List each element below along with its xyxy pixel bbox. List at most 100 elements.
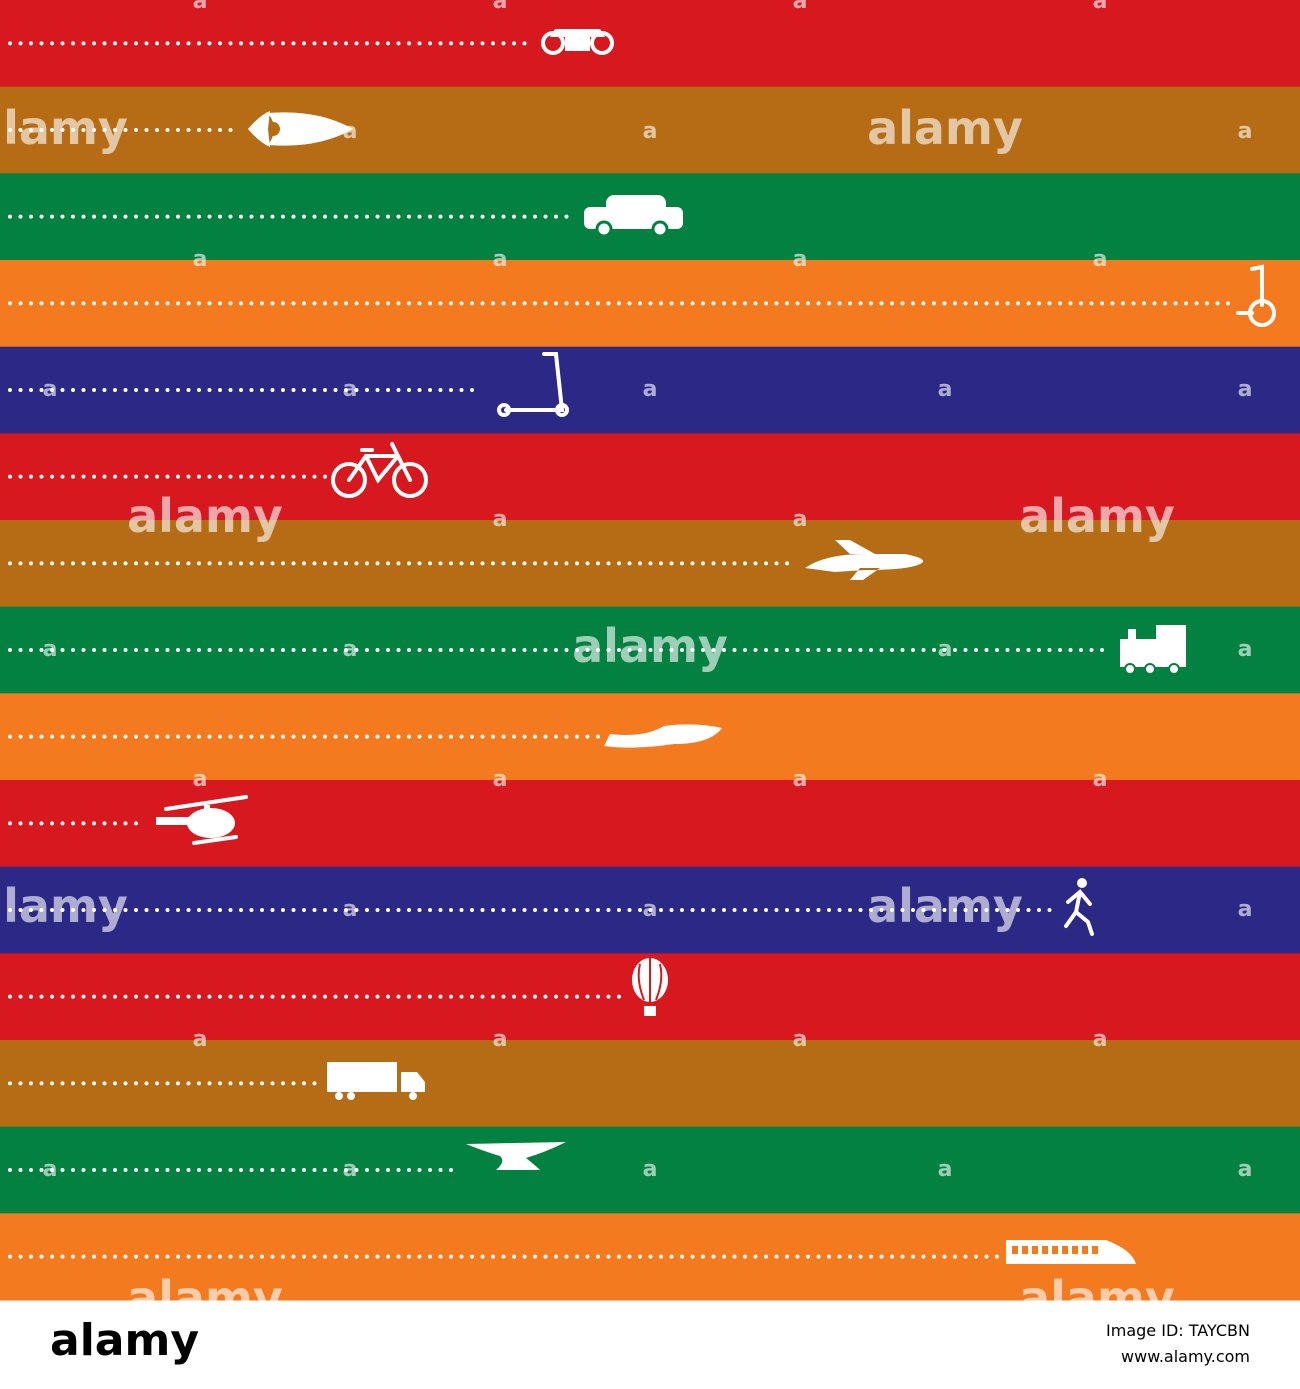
dot (249, 648, 254, 652)
dot (228, 734, 233, 739)
dot (837, 908, 842, 912)
dot (690, 648, 695, 652)
dot (816, 1254, 821, 1259)
dot (207, 1254, 212, 1259)
dot (564, 994, 569, 999)
dot (711, 301, 716, 306)
icon-part (1077, 878, 1087, 888)
icon-walker (1064, 878, 1094, 936)
dot (680, 1254, 684, 1259)
dot (71, 994, 75, 999)
dot (176, 388, 180, 392)
icon-part (1012, 1246, 1018, 1254)
dot (113, 388, 117, 392)
dot (39, 994, 44, 999)
dot (764, 561, 768, 566)
dot (81, 994, 86, 999)
dot (113, 908, 117, 912)
dot (270, 388, 275, 392)
dot (459, 1254, 464, 1259)
dot (491, 41, 495, 46)
dot (302, 734, 306, 739)
icon-part (187, 808, 235, 838)
dot (134, 41, 138, 46)
watermark-letter: a (343, 119, 358, 144)
dot (375, 1254, 380, 1259)
icon-part (331, 462, 367, 498)
dot (816, 648, 821, 652)
icon-part (637, 958, 663, 1002)
dot (396, 1254, 401, 1259)
icon-boat (604, 724, 722, 748)
dot (606, 908, 611, 912)
dot (8, 908, 12, 912)
dot (39, 474, 44, 479)
dot (890, 908, 894, 912)
dot (249, 1254, 254, 1259)
dot (218, 41, 222, 46)
dot (281, 908, 285, 912)
watermark-letter: a (1238, 637, 1253, 662)
dot (228, 474, 233, 479)
dot (155, 214, 159, 219)
dot (365, 214, 369, 219)
dot (186, 1254, 191, 1259)
icon-part (1156, 625, 1186, 645)
dot (764, 648, 768, 652)
dot (260, 388, 264, 392)
dot (606, 994, 611, 999)
dot (533, 994, 537, 999)
dot (1068, 301, 1073, 306)
dot (543, 214, 548, 219)
dot (92, 648, 96, 652)
dot (680, 561, 684, 566)
dot (627, 301, 632, 306)
dot (155, 908, 159, 912)
dot (29, 561, 33, 566)
dot (207, 561, 212, 566)
watermark-letter: a (938, 1157, 953, 1182)
dot (39, 41, 44, 46)
icon-part (497, 403, 511, 417)
dot (480, 561, 485, 566)
dot (18, 1168, 23, 1172)
dot (123, 214, 128, 219)
icon-part (409, 1092, 417, 1100)
dot (123, 1254, 128, 1259)
dot (123, 1081, 128, 1086)
dot (932, 1254, 936, 1259)
dot (785, 301, 789, 306)
dot (60, 214, 65, 219)
watermark-letter: a (793, 247, 808, 272)
dot (428, 648, 432, 652)
dot (18, 41, 23, 46)
icon-plane (805, 540, 924, 580)
dot (953, 908, 957, 912)
dot (1016, 301, 1020, 306)
dot (365, 734, 369, 739)
dot (323, 1254, 327, 1259)
dot (1079, 301, 1083, 306)
dot (480, 734, 485, 739)
dot (260, 301, 264, 306)
dot (596, 994, 600, 999)
icon-segway (1236, 264, 1276, 327)
dot (102, 41, 107, 46)
dot (312, 1254, 317, 1259)
dot (134, 561, 138, 566)
dot (795, 1254, 800, 1259)
watermark-letter: a (793, 767, 808, 792)
dot (396, 41, 401, 46)
dot (732, 908, 737, 912)
dot (690, 561, 695, 566)
dot (60, 734, 65, 739)
dot (438, 648, 443, 652)
dot (155, 648, 159, 652)
dot (974, 908, 978, 912)
dot (1100, 648, 1104, 652)
dot (449, 1168, 453, 1172)
dot (795, 301, 800, 306)
dot (102, 388, 107, 392)
dot (281, 474, 285, 479)
dot (386, 1168, 390, 1172)
